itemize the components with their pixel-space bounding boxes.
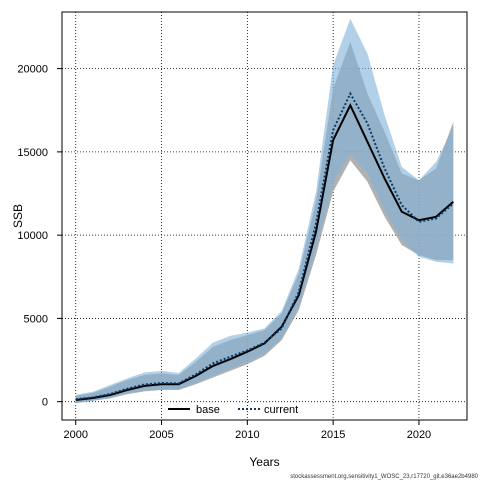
legend: base current [168,404,298,416]
footer-text: stockassessment.org,sensitivity1_WOSC_23… [290,474,478,480]
x-tick-label-2010: 2010 [235,429,259,441]
x-tick-label-2015: 2015 [321,429,345,441]
band-current [75,18,454,403]
y-tick-label-0: 0 [42,397,48,409]
plot-frame [61,11,468,421]
y-tick-label-5000: 5000 [24,313,48,325]
plot-area [61,11,468,421]
legend-label-base: base [196,404,220,416]
y-tick-label-10000: 10000 [17,230,48,242]
line-current [75,91,454,401]
y-axis-title: SSB [11,204,25,228]
line-base [75,102,454,401]
legend-label-current: current [264,404,298,416]
x-tick-label-2000: 2000 [63,429,87,441]
y-axis: 0 5000 10000 15000 20000 [17,64,62,409]
y-tick-label-20000: 20000 [17,64,48,76]
x-tick-label-2005: 2005 [149,429,173,441]
y-tick-label-15000: 15000 [17,147,48,159]
x-tick-label-2020: 2020 [407,429,431,441]
x-axis-title: Years [249,455,279,469]
series-lines [75,91,454,401]
x-axis: 2000 2005 2010 2015 2020 [63,420,431,441]
confidence-bands [75,18,454,404]
